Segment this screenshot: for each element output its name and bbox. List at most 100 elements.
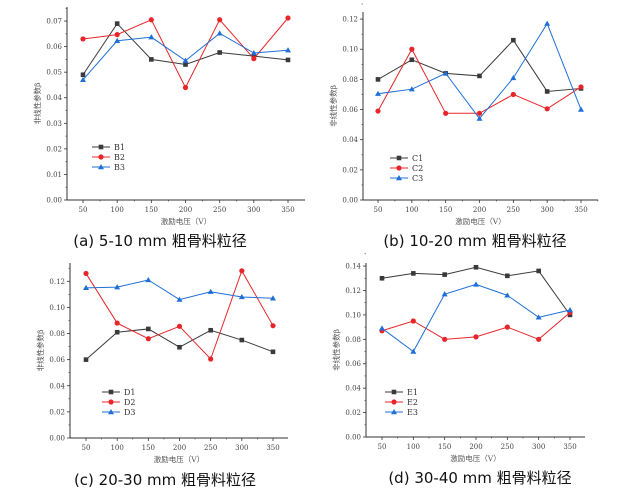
series-E3 [379, 281, 573, 354]
data-point-C2-100 [409, 46, 415, 52]
data-point-B3-150 [148, 34, 155, 40]
data-point-B1-100 [114, 21, 120, 26]
legend-item-C2: C2 [390, 164, 423, 173]
x-tick-label: 50 [79, 206, 88, 214]
data-point-E3-350 [567, 307, 573, 313]
data-point-D2-250 [208, 356, 214, 362]
data-point-B2-150 [148, 17, 154, 23]
data-point-C1-200 [477, 73, 482, 79]
y-tick-label: 0.12 [342, 16, 358, 24]
y-tick-label: 0.07 [46, 18, 62, 26]
data-point-B3-350 [285, 47, 291, 53]
data-point-C3-100 [408, 86, 415, 92]
data-point-C2-150 [443, 110, 449, 116]
y-tick-label: 0.06 [49, 356, 65, 364]
data-point-B2-250 [217, 17, 223, 23]
data-point-E2-200 [473, 334, 479, 340]
data-point-E3-100 [410, 348, 417, 354]
x-axis-label: 激励电压（V） [154, 454, 204, 464]
data-point-B2-200 [182, 84, 189, 91]
y-tick-label: 0.08 [345, 336, 361, 344]
x-tick-label: 200 [173, 444, 186, 452]
y-tick-label: 0.02 [49, 408, 65, 416]
panel-caption: (c) 20-30 mm 粗骨料粒径 [74, 471, 256, 489]
chart-panel-a: 0.00 0.01 0.02 0.03 0.04 0.05 0.06 0.07 50 100 150… [32, 7, 305, 250]
data-point-C2-200 [476, 110, 483, 116]
data-point-B2-50 [80, 36, 86, 42]
data-point-D2-300 [239, 268, 245, 274]
legend-item-D2: D2 [102, 398, 136, 407]
data-point-C1-300 [544, 89, 550, 94]
x-tick-label: 300 [532, 443, 545, 451]
series-C1 [375, 37, 584, 94]
data-point-D3-350 [270, 295, 276, 301]
y-tick-label: 0.00 [49, 435, 65, 443]
legend-marker [98, 164, 104, 170]
data-point-E2-150 [442, 336, 448, 342]
data-point-D1-50 [83, 357, 89, 362]
x-axis-label: 激励电压（V） [450, 453, 500, 463]
legend-marker [396, 155, 402, 161]
y-axis-label: 非线性参数β [328, 85, 338, 127]
x-tick-label: 250 [204, 444, 217, 452]
legend-label: D1 [124, 388, 136, 397]
data-point-C2-50 [375, 108, 381, 114]
data-point-E3-150 [441, 291, 448, 297]
data-point-E3-300 [535, 314, 542, 320]
y-axis-label: 非线性参数β [32, 83, 42, 125]
y-tick-label: 0.00 [345, 434, 361, 442]
legend-label: C2 [412, 164, 423, 173]
series-C2 [375, 46, 584, 116]
data-point-E1-50 [379, 275, 385, 281]
data-point-C1-250 [511, 37, 516, 43]
data-point-D3-200 [176, 296, 183, 302]
legend-label: B3 [114, 163, 125, 172]
data-point-D1-200 [177, 344, 182, 350]
data-point-D1-100 [114, 329, 120, 335]
x-axis-label: 激励电压（V） [455, 216, 505, 226]
x-tick-label: 100 [110, 206, 123, 214]
y-tick-label: 0.02 [46, 145, 62, 153]
legend-item-B3: B3 [92, 163, 125, 172]
legend-marker [108, 409, 114, 415]
legend-marker [391, 409, 397, 415]
y-tick-label: 0.12 [345, 287, 361, 295]
y-tick-label: 0.02 [345, 409, 361, 417]
data-point-E3-200 [473, 281, 479, 287]
y-tick-label: 0.06 [345, 360, 361, 368]
legend-marker [98, 154, 104, 160]
legend-item-B2: B2 [92, 153, 125, 162]
legend-marker [391, 389, 397, 395]
y-tick-label: 0.00 [342, 197, 358, 205]
series-B1 [80, 21, 291, 78]
series-line-C2 [377, 48, 582, 114]
data-point-D2-200 [176, 323, 183, 329]
data-point-D3-100 [114, 284, 121, 290]
x-tick-label: 350 [266, 444, 279, 452]
x-tick-label: 50 [374, 206, 383, 214]
x-tick-label: 350 [574, 206, 587, 214]
series-D3 [83, 276, 276, 302]
y-tick-label: 0.02 [342, 166, 358, 174]
series-line-E1 [381, 266, 571, 316]
y-tick-label: 0.10 [345, 311, 361, 319]
y-tick-label: 0.04 [46, 94, 62, 102]
panel-caption: (d) 30-40 mm 粗骨料粒径 [388, 469, 571, 487]
data-point-B3-50 [80, 76, 86, 83]
data-point-D1-350 [270, 349, 276, 355]
legend-item-C1: C1 [390, 154, 423, 163]
x-tick-label: 50 [82, 444, 91, 452]
data-point-B1-200 [183, 62, 188, 67]
data-point-B3-250 [216, 30, 223, 36]
data-point-C2-250 [510, 91, 516, 98]
x-tick-label: 200 [469, 443, 482, 451]
series-C3 [375, 20, 584, 121]
x-tick-label: 100 [405, 206, 418, 214]
legend-label: B1 [114, 143, 125, 152]
data-point-E1-300 [536, 268, 541, 274]
x-tick-label: 300 [540, 206, 553, 214]
legend-item-E2: E2 [385, 398, 418, 407]
x-tick-label: 150 [438, 443, 451, 451]
series-line-E3 [381, 283, 571, 353]
data-point-E2-300 [536, 336, 542, 342]
